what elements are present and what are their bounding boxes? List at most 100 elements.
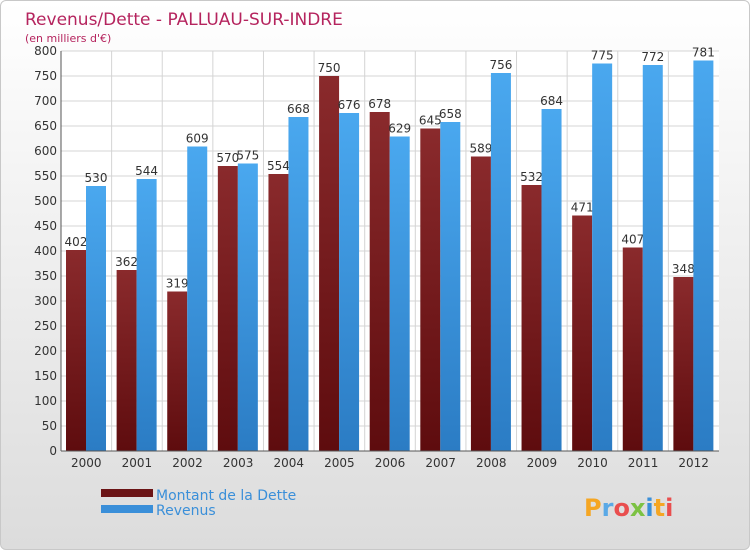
bar-revenus xyxy=(490,73,511,451)
data-label-dette: 471 xyxy=(571,201,594,215)
y-tick-label: 250 xyxy=(34,319,57,333)
legend: Montant de la Dette Revenus xyxy=(101,488,296,519)
logo-letter: x xyxy=(630,494,646,522)
bar-dette xyxy=(572,215,593,451)
data-label-revenus: 756 xyxy=(489,58,512,72)
x-tick-label: 2009 xyxy=(527,456,558,470)
bar-revenus xyxy=(642,65,663,451)
bar-revenus xyxy=(187,146,208,451)
logo-letter: P xyxy=(584,494,602,522)
y-tick-label: 450 xyxy=(34,219,57,233)
x-tick-label: 2006 xyxy=(375,456,406,470)
y-tick-label: 400 xyxy=(34,244,57,258)
y-tick-label: 0 xyxy=(49,444,57,458)
y-tick-label: 350 xyxy=(34,269,57,283)
x-tick-label: 2007 xyxy=(425,456,456,470)
data-label-revenus: 781 xyxy=(692,46,715,60)
bar-dette xyxy=(470,156,491,451)
y-tick-label: 200 xyxy=(34,344,57,358)
chart-title: Revenus/Dette - PALLUAU-SUR-INDRE xyxy=(25,10,343,30)
logo-letter: t xyxy=(654,494,665,522)
bar-revenus xyxy=(339,113,360,451)
y-tick-label: 700 xyxy=(34,94,57,108)
data-label-dette: 319 xyxy=(166,277,189,291)
data-label-revenus: 668 xyxy=(287,102,310,116)
axis-layer: 0 50 100 150 200 250 300 350 400 450 500 550 600 650 7… xyxy=(34,44,719,470)
bar-dette xyxy=(521,185,542,451)
bar-revenus xyxy=(288,117,309,451)
y-tick-label: 600 xyxy=(34,144,57,158)
data-label-dette: 645 xyxy=(419,114,442,128)
bar-dette xyxy=(369,112,390,451)
bar-dette xyxy=(167,291,188,451)
bar-revenus xyxy=(693,60,714,451)
y-tick-label: 300 xyxy=(34,294,57,308)
bar-revenus xyxy=(592,63,613,451)
data-label-dette: 407 xyxy=(621,233,644,247)
bar-revenus xyxy=(237,163,258,451)
bar-revenus xyxy=(86,186,106,451)
y-tick-label: 150 xyxy=(34,369,57,383)
y-tick-label: 100 xyxy=(34,394,57,408)
y-tick-label: 500 xyxy=(34,194,57,208)
proxiti-logo: Proxiti xyxy=(584,494,673,522)
bar-revenus xyxy=(136,179,157,451)
logo-letter: r xyxy=(602,494,614,522)
x-tick-label: 2000 xyxy=(71,456,102,470)
data-label-revenus: 775 xyxy=(591,49,614,63)
bar-dette xyxy=(420,128,441,451)
bar-revenus xyxy=(389,136,410,451)
bar-dette xyxy=(319,76,340,451)
bar-dette xyxy=(268,174,289,451)
bar-dette xyxy=(217,166,238,451)
bar-revenus xyxy=(440,122,461,451)
data-label-revenus: 629 xyxy=(388,122,411,136)
data-label-revenus: 609 xyxy=(186,132,209,146)
legend-label-dette: Montant de la Dette xyxy=(156,488,296,504)
legend-swatch-revenus xyxy=(101,505,153,513)
data-label-dette: 750 xyxy=(318,61,341,75)
data-label-dette: 554 xyxy=(267,159,290,173)
bar-revenus xyxy=(541,109,562,451)
x-tick-label: 2001 xyxy=(122,456,153,470)
logo-letter: i xyxy=(665,494,673,522)
y-tick-label: 750 xyxy=(34,69,57,83)
logo-letter: o xyxy=(613,494,630,522)
data-label-dette: 678 xyxy=(368,97,391,111)
data-label-revenus: 575 xyxy=(236,149,259,163)
data-label-dette: 402 xyxy=(65,235,88,249)
y-tick-label: 550 xyxy=(34,169,57,183)
legend-label-revenus: Revenus xyxy=(156,503,216,519)
x-tick-label: 2004 xyxy=(273,456,304,470)
x-tick-label: 2002 xyxy=(172,456,203,470)
x-tick-label: 2005 xyxy=(324,456,355,470)
x-tick-label: 2010 xyxy=(577,456,608,470)
y-tick-label: 50 xyxy=(42,419,57,433)
data-label-revenus: 676 xyxy=(338,98,361,112)
data-label-dette: 570 xyxy=(216,151,239,165)
bar-dette xyxy=(622,247,643,451)
x-tick-label: 2003 xyxy=(223,456,254,470)
data-label-revenus: 658 xyxy=(439,107,462,121)
bar-dette xyxy=(116,270,137,451)
logo-letter: i xyxy=(645,494,653,522)
data-label-dette: 348 xyxy=(672,262,695,276)
y-tick-label: 650 xyxy=(34,119,57,133)
bar-dette xyxy=(66,250,86,451)
bar-dette xyxy=(673,277,694,451)
data-label-dette: 362 xyxy=(115,255,138,269)
data-label-revenus: 772 xyxy=(641,50,664,64)
data-label-revenus: 530 xyxy=(85,171,108,185)
legend-swatch-dette xyxy=(101,489,153,497)
chart-subtitle: (en milliers d'€) xyxy=(25,32,111,45)
x-tick-label: 2012 xyxy=(678,456,709,470)
data-label-dette: 532 xyxy=(520,170,543,184)
x-tick-label: 2011 xyxy=(628,456,659,470)
y-tick-label: 800 xyxy=(34,44,57,58)
data-label-revenus: 684 xyxy=(540,94,563,108)
data-label-revenus: 544 xyxy=(135,164,158,178)
x-tick-label: 2008 xyxy=(476,456,507,470)
